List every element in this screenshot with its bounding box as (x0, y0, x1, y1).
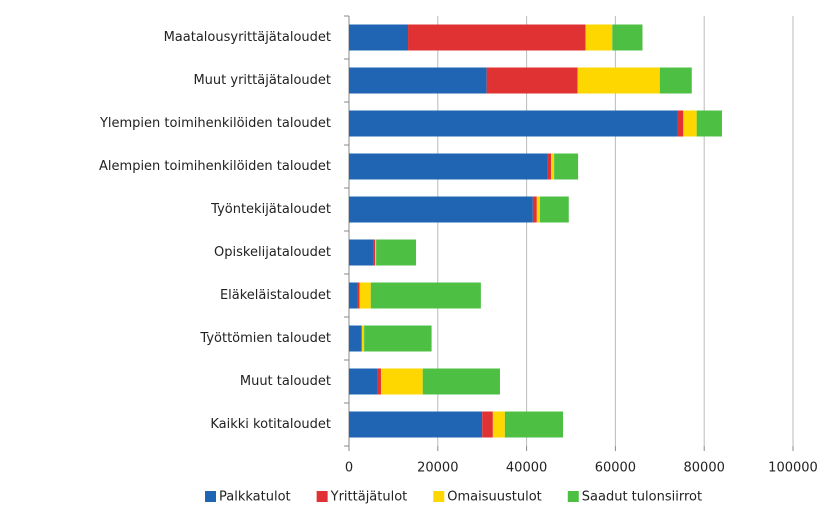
x-tick-label: 20000 (417, 461, 458, 476)
bar-segment (376, 239, 417, 266)
x-tick-label: 100000 (768, 461, 818, 476)
bar-segment (536, 196, 540, 223)
x-tick-label: 80000 (684, 461, 725, 476)
bar-segment (547, 153, 552, 180)
legend-label: Palkkatulot (219, 490, 291, 505)
bar-segment (504, 411, 564, 438)
bar-segment (677, 110, 684, 137)
bar-segment (532, 196, 537, 223)
y-tick-label: Maatalousyrittäjätaloudet (164, 30, 331, 45)
bar-segment (349, 368, 378, 395)
bar-segment (356, 282, 360, 309)
legend-label: Yrittäjätulot (330, 490, 408, 505)
legend-swatch (205, 491, 216, 502)
bar-segment (349, 153, 548, 180)
bar-segment (349, 196, 533, 223)
bar-segment (361, 325, 365, 352)
bar-segment (659, 67, 692, 94)
y-tick-label: Opiskelijataloudet (214, 245, 331, 260)
legend-label: Saadut tulonsiirrot (582, 490, 702, 505)
bar-segment (349, 110, 678, 137)
bar-segment (486, 67, 578, 94)
legend-label: Omaisuustulot (447, 490, 542, 505)
bar-segment (554, 153, 579, 180)
bar-segment (422, 368, 500, 395)
bar-segment (349, 411, 483, 438)
x-tick-label: 0 (345, 461, 353, 476)
bar-segment (539, 196, 569, 223)
legend-swatch (316, 491, 328, 502)
bar-segment (683, 110, 697, 137)
bar-segment (349, 67, 487, 94)
bar-segment (377, 368, 381, 395)
y-tick-label: Työttömien taloudet (199, 331, 331, 346)
bar-segment (370, 282, 481, 309)
bar-segment (359, 282, 371, 309)
bar-segment (349, 282, 357, 309)
legend-swatch (433, 491, 445, 502)
bar-segment (349, 239, 374, 266)
bar-segment (551, 153, 555, 180)
bar-segment (408, 24, 586, 51)
y-tick-label: Muut yrittäjätaloudet (193, 73, 331, 88)
bar-segment (349, 325, 361, 352)
x-tick-label: 40000 (506, 461, 547, 476)
bar-segment (585, 24, 613, 51)
bar-segment (364, 325, 432, 352)
y-tick-label: Kaikki kotitaloudet (210, 417, 331, 432)
bar-segment (373, 239, 376, 266)
bar-segment (380, 368, 423, 395)
y-tick-label: Eläkeläistaloudet (220, 288, 331, 303)
bar-segment (492, 411, 505, 438)
bar-segment (375, 239, 377, 266)
bar-segment (612, 24, 643, 51)
y-tick-label: Alempien toimihenkilöiden taloudet (99, 159, 331, 174)
x-tick-label: 60000 (595, 461, 636, 476)
bar-segment (360, 325, 362, 352)
bar-segment (482, 411, 493, 438)
bar-segment (577, 67, 660, 94)
bar-segment (696, 110, 722, 137)
bar-segment (349, 24, 409, 51)
y-tick-label: Työntekijätaloudet (210, 202, 331, 217)
y-tick-label: Muut taloudet (240, 374, 331, 389)
y-tick-label: Ylempien toimihenkilöiden taloudet (99, 116, 331, 131)
legend-swatch (567, 491, 579, 502)
